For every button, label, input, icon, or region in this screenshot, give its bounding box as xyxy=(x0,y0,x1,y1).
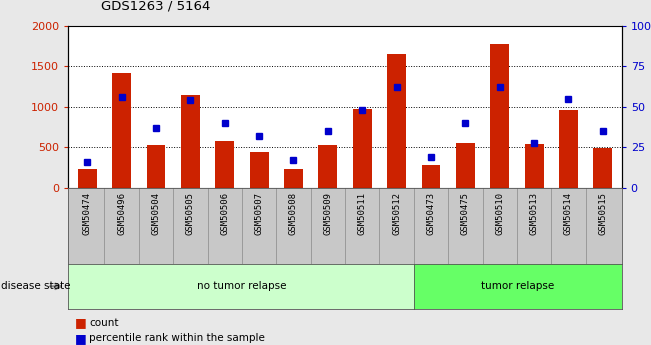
Bar xyxy=(284,169,303,188)
Text: GSM50496: GSM50496 xyxy=(117,192,126,235)
Bar xyxy=(525,144,544,188)
Text: GSM50510: GSM50510 xyxy=(495,192,504,235)
Text: GSM50509: GSM50509 xyxy=(324,192,333,235)
Text: ■: ■ xyxy=(75,332,87,345)
Bar xyxy=(318,145,337,188)
Text: GSM50515: GSM50515 xyxy=(598,192,607,235)
Bar xyxy=(215,141,234,188)
Bar xyxy=(387,54,406,188)
Text: GDS1263 / 5164: GDS1263 / 5164 xyxy=(101,0,210,12)
Text: GSM50514: GSM50514 xyxy=(564,192,573,235)
Bar xyxy=(353,109,372,188)
Text: GSM50473: GSM50473 xyxy=(426,192,436,235)
Bar xyxy=(456,142,475,188)
Bar xyxy=(112,73,131,188)
Text: ■: ■ xyxy=(75,316,87,329)
Text: no tumor relapse: no tumor relapse xyxy=(197,282,286,291)
Text: GSM50508: GSM50508 xyxy=(289,192,298,235)
Bar xyxy=(421,165,441,188)
Bar xyxy=(249,152,269,188)
Text: GSM50474: GSM50474 xyxy=(83,192,92,235)
Text: GSM50506: GSM50506 xyxy=(220,192,229,235)
Text: GSM50507: GSM50507 xyxy=(255,192,264,235)
Bar xyxy=(78,169,97,188)
Bar xyxy=(593,148,612,188)
Bar xyxy=(181,95,200,188)
Bar xyxy=(146,145,165,188)
Text: GSM50504: GSM50504 xyxy=(152,192,161,235)
Text: GSM50475: GSM50475 xyxy=(461,192,470,235)
Text: tumor relapse: tumor relapse xyxy=(481,282,555,291)
Text: disease state: disease state xyxy=(1,282,71,291)
Bar xyxy=(559,110,578,188)
Text: percentile rank within the sample: percentile rank within the sample xyxy=(89,333,265,343)
Text: GSM50511: GSM50511 xyxy=(357,192,367,235)
Text: GSM50513: GSM50513 xyxy=(529,192,538,235)
Text: GSM50505: GSM50505 xyxy=(186,192,195,235)
Text: GSM50512: GSM50512 xyxy=(392,192,401,235)
Text: count: count xyxy=(89,318,118,327)
Bar xyxy=(490,44,509,188)
